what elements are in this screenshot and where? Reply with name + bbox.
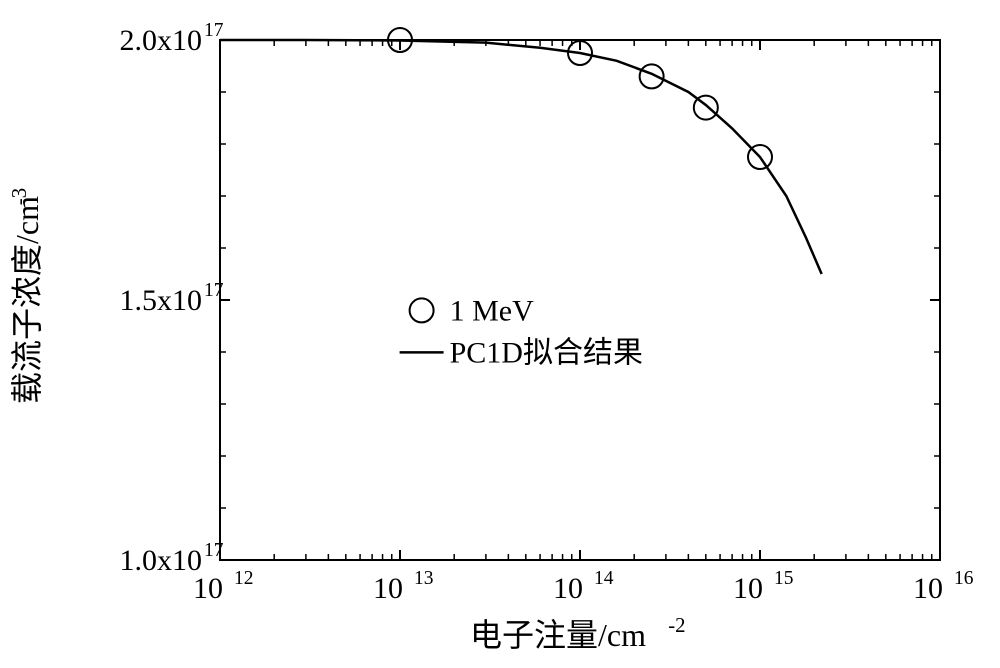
carrier-concentration-chart: 101210131014101510161.0x10171.5x10172.0x… <box>0 0 1000 668</box>
svg-text:10: 10 <box>553 572 583 605</box>
svg-text:10: 10 <box>373 572 403 605</box>
svg-text:电子注量/cm: 电子注量/cm <box>470 617 646 653</box>
y-axis-label: 载流子浓度/cm-3 <box>8 188 45 404</box>
svg-text:10: 10 <box>733 572 763 605</box>
svg-text:1.0x10: 1.0x10 <box>120 544 203 577</box>
svg-text:14: 14 <box>594 568 614 589</box>
svg-text:17: 17 <box>204 20 224 41</box>
svg-text:16: 16 <box>954 568 974 589</box>
svg-text:10: 10 <box>913 572 943 605</box>
legend-label-2: PC1D拟合结果 <box>450 336 643 369</box>
svg-text:17: 17 <box>204 280 224 301</box>
svg-text:-2: -2 <box>668 614 685 637</box>
svg-text:17: 17 <box>204 540 224 561</box>
svg-text:1.5x10: 1.5x10 <box>120 284 203 317</box>
svg-text:12: 12 <box>234 568 254 589</box>
svg-text:15: 15 <box>774 568 794 589</box>
svg-text:13: 13 <box>414 568 434 589</box>
svg-text:2.0x10: 2.0x10 <box>120 24 203 57</box>
chart-container: 101210131014101510161.0x10171.5x10172.0x… <box>0 0 1000 668</box>
svg-text:载流子浓度/cm: 载流子浓度/cm <box>9 196 45 404</box>
svg-text:-3: -3 <box>8 188 31 205</box>
legend-label-1: 1 MeV <box>450 294 534 327</box>
